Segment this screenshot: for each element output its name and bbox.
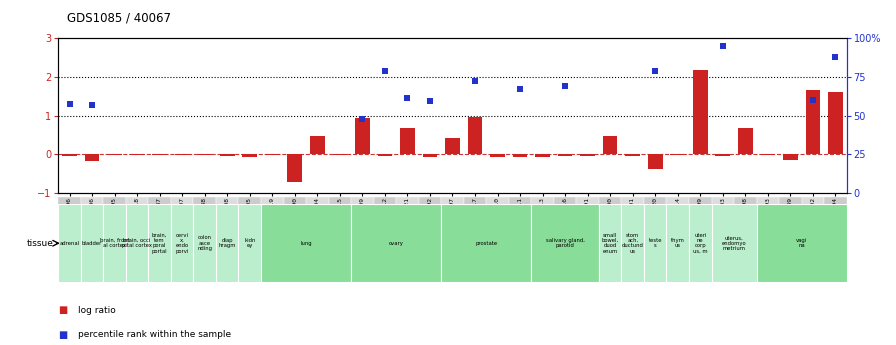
Text: brain, front
al cortex: brain, front al cortex [99,238,129,248]
Bar [644,204,667,282]
Bar [81,204,103,282]
Text: kidn
ey: kidn ey [244,238,255,248]
Text: log ratio: log ratio [78,306,116,315]
Bar [288,155,302,182]
Text: ■: ■ [58,330,67,339]
Bar [689,204,711,282]
Bar [625,155,640,156]
Bar [531,204,599,282]
Text: tissue: tissue [27,239,54,248]
Bar [603,136,617,155]
Bar [581,155,595,156]
Text: thym
us: thym us [671,238,685,248]
Bar [806,90,820,155]
Text: diap
hragm: diap hragm [219,238,236,248]
Text: lung: lung [300,241,312,246]
Bar [216,204,238,282]
Bar [85,155,99,161]
Bar [149,204,171,282]
Text: cervi
x,
endo
porvi: cervi x, endo porvi [176,233,189,254]
Bar [667,204,689,282]
Bar [310,136,324,155]
Bar [828,92,843,155]
Bar [351,204,441,282]
Bar [194,204,216,282]
Bar [513,155,528,157]
Bar [445,138,460,155]
Bar [58,204,81,282]
Text: bladder: bladder [82,241,102,246]
Text: adrenal: adrenal [59,241,80,246]
Text: uteri
ne
corp
us, m: uteri ne corp us, m [693,233,708,254]
Bar [441,204,531,282]
Text: brain,
tem
poral
portal: brain, tem poral portal [151,233,168,254]
Bar [756,204,847,282]
Bar [355,118,370,155]
Text: vagi
na: vagi na [796,238,807,248]
Bar [261,204,351,282]
Bar [125,204,149,282]
Bar [377,155,392,156]
Bar [220,155,235,156]
Text: prostate: prostate [475,241,497,246]
Bar [693,70,708,155]
Text: salivary gland,
parotid: salivary gland, parotid [546,238,584,248]
Text: colon
asce
nding: colon asce nding [197,235,212,251]
Bar [783,155,797,160]
Bar [171,204,194,282]
Bar [648,155,662,169]
Bar [490,155,504,157]
Bar [401,128,415,155]
Bar [599,204,622,282]
Bar [238,204,261,282]
Text: teste
s: teste s [649,238,662,248]
Bar [535,155,550,157]
Text: stom
ach,
ductund
us: stom ach, ductund us [622,233,643,254]
Text: GDS1085 / 40067: GDS1085 / 40067 [67,11,171,24]
Bar [622,204,644,282]
Text: brain, occi
pital cortex: brain, occi pital cortex [122,238,152,248]
Text: small
bowel,
duod
enum: small bowel, duod enum [601,233,619,254]
Bar [62,155,77,156]
Bar [423,155,437,157]
Bar [716,155,730,156]
Text: ovary: ovary [389,241,403,246]
Text: ■: ■ [58,306,67,315]
Bar [468,117,482,155]
Bar [558,155,573,156]
Text: uterus,
endomyo
metrium: uterus, endomyo metrium [722,235,746,251]
Bar [243,155,257,157]
Bar [738,128,753,155]
Text: percentile rank within the sample: percentile rank within the sample [78,330,231,339]
Bar [711,204,756,282]
Bar [103,204,125,282]
